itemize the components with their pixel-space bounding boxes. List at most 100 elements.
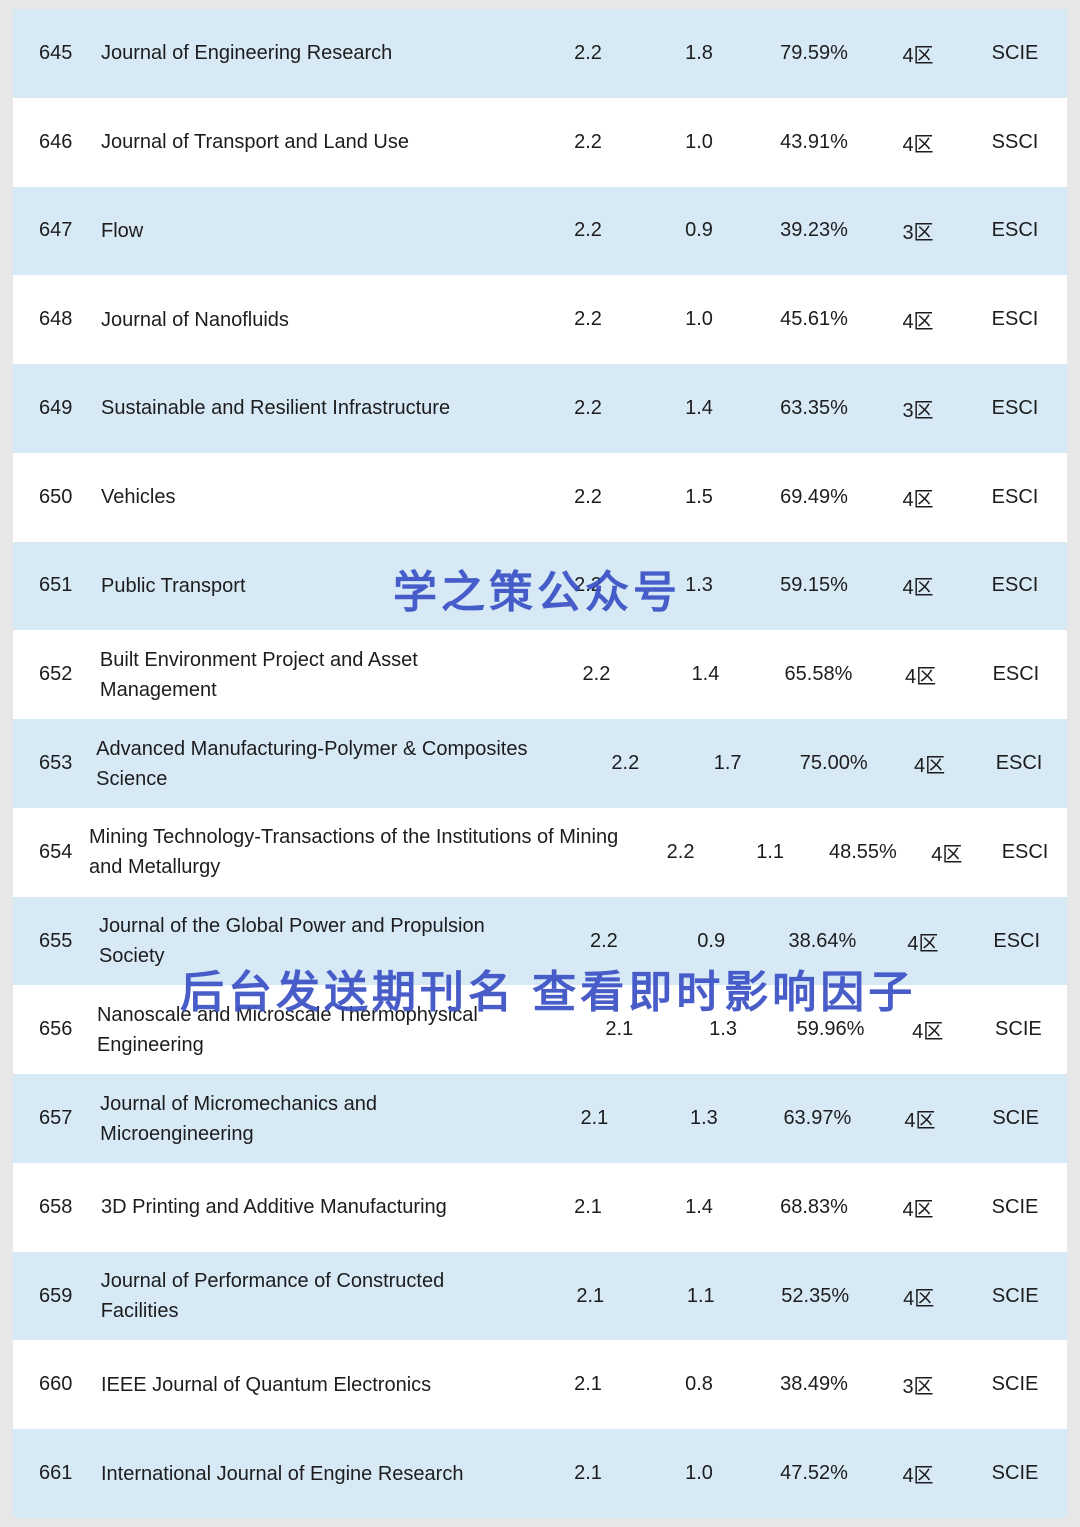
rank-cell: 651 [39, 574, 73, 597]
journal-name-cell: Built Environment Project and Asset Mana… [99, 648, 418, 701]
impact-factor-cell: 2.2 [666, 840, 695, 863]
impact-factor-cell: 2.2 [582, 663, 611, 686]
table-row: 659 Journal of Performance of Constructe… [13, 1251, 1067, 1341]
percentile-cell: 65.58% [784, 663, 853, 686]
metric2-cell: 1.5 [685, 485, 713, 508]
rank-cell: 652 [39, 663, 73, 686]
journal-name-cell: Journal of Micromechanics and Microengin… [100, 1092, 377, 1145]
partition-cell: 4区 [902, 133, 934, 156]
table-row: 651 Public Transport 2.2 1.3 59.15% 4区 E… [13, 541, 1067, 631]
rank-cell: 659 [39, 1284, 73, 1307]
partition-cell: 4区 [914, 755, 946, 777]
impact-factor-cell: 2.1 [580, 1107, 609, 1130]
impact-factor-cell: 2.2 [574, 574, 602, 597]
impact-factor-cell: 2.1 [605, 1018, 634, 1041]
index-cell: ESCI [1001, 840, 1049, 863]
index-cell: ESCI [992, 663, 1040, 686]
metric2-cell: 1.3 [690, 1107, 718, 1130]
index-cell: ESCI [991, 219, 1039, 242]
index-cell: ESCI [991, 308, 1039, 331]
index-cell: SCIE [991, 1373, 1039, 1396]
journal-table: 645 Journal of Engineering Research 2.2 … [13, 9, 1067, 1519]
table-row: 645 Journal of Engineering Research 2.2 … [13, 9, 1067, 98]
index-cell: ESCI [993, 929, 1041, 952]
partition-cell: 4区 [902, 44, 934, 67]
partition-cell: 4区 [902, 488, 934, 511]
impact-factor-cell: 2.1 [574, 1462, 602, 1485]
index-cell: SCIE [992, 1107, 1040, 1130]
rank-cell: 661 [39, 1462, 73, 1485]
percentile-cell: 79.59% [780, 41, 848, 64]
percentile-cell: 69.49% [780, 485, 848, 508]
rank-cell: 660 [39, 1373, 73, 1396]
table-row: 654 Mining Technology-Transactions of th… [13, 808, 1067, 897]
table-row: 650 Vehicles 2.2 1.5 69.49% 4区 ESCI [13, 453, 1067, 542]
metric2-cell: 1.1 [756, 840, 785, 863]
metric2-cell: 0.9 [697, 929, 726, 952]
rank-cell: 645 [39, 41, 73, 64]
journal-name-cell: Journal of the Global Power and Propulsi… [98, 915, 485, 968]
metric2-cell: 0.9 [685, 219, 713, 242]
impact-factor-cell: 2.1 [574, 1373, 602, 1396]
journal-name-cell: 3D Printing and Additive Manufacturing [101, 1196, 447, 1219]
table-row: 655 Journal of the Global Power and Prop… [13, 896, 1067, 986]
partition-cell: 4区 [902, 1465, 934, 1488]
index-cell: SCIE [991, 1284, 1039, 1307]
table-row: 649 Sustainable and Resilient Infrastruc… [13, 364, 1067, 453]
metric2-cell: 1.0 [685, 308, 713, 331]
metric2-cell: 1.4 [691, 663, 720, 686]
impact-factor-cell: 2.2 [574, 396, 602, 419]
partition-cell: 3区 [902, 1376, 934, 1399]
metric2-cell: 1.8 [685, 41, 713, 64]
percentile-cell: 45.61% [780, 308, 848, 331]
journal-name-cell: IEEE Journal of Quantum Electronics [101, 1373, 432, 1396]
journal-name-cell: Journal of Nanofluids [101, 308, 289, 331]
journal-name-cell: International Journal of Engine Research [101, 1462, 464, 1485]
journal-name-cell: Public Transport [101, 574, 246, 597]
rank-cell: 646 [39, 130, 73, 153]
table-row: 657 Journal of Micromechanics and Microe… [13, 1074, 1067, 1163]
index-cell: ESCI [991, 396, 1039, 419]
partition-cell: 4区 [904, 1110, 936, 1133]
partition-cell: 3区 [902, 222, 934, 245]
table-row: 647 Flow 2.2 0.9 39.23% 3区 ESCI [13, 186, 1067, 276]
percentile-cell: 48.55% [828, 840, 897, 863]
index-cell: SCIE [991, 1195, 1039, 1218]
index-cell: SCIE [991, 41, 1039, 64]
impact-factor-cell: 2.1 [576, 1284, 605, 1307]
metric2-cell: 0.8 [685, 1373, 713, 1396]
table-row: 646 Journal of Transport and Land Use 2.… [13, 98, 1067, 187]
journal-name-cell: Journal of Transport and Land Use [101, 131, 409, 154]
impact-factor-cell: 2.1 [574, 1195, 602, 1218]
rank-cell: 650 [39, 485, 73, 508]
percentile-cell: 43.91% [780, 130, 848, 153]
percentile-cell: 38.49% [780, 1373, 848, 1396]
table-row: 653 Advanced Manufacturing-Polymer & Com… [13, 719, 1067, 808]
metric2-cell: 1.1 [686, 1284, 715, 1307]
journal-name-cell: Advanced Manufacturing-Polymer & Composi… [96, 737, 528, 790]
percentile-cell: 75.00% [799, 752, 868, 774]
table-row: 661 International Journal of Engine Rese… [13, 1429, 1067, 1519]
metric2-cell: 1.4 [685, 396, 713, 419]
rank-cell: 647 [39, 219, 73, 242]
journal-name-cell: Mining Technology-Transactions of the In… [89, 826, 619, 879]
index-cell: SSCI [991, 130, 1039, 153]
table-row: 652 Built Environment Project and Asset … [13, 630, 1067, 719]
percentile-cell: 63.97% [783, 1107, 852, 1130]
partition-cell: 4区 [903, 1287, 935, 1310]
percentile-cell: 47.52% [780, 1462, 848, 1485]
impact-factor-cell: 2.2 [574, 130, 602, 153]
impact-factor-cell: 2.2 [574, 41, 602, 64]
percentile-cell: 39.23% [780, 219, 848, 242]
partition-cell: 4区 [912, 1021, 944, 1044]
partition-cell: 4区 [931, 843, 963, 866]
table-row: 656 Nanoscale and Microscale Thermophysi… [13, 985, 1067, 1074]
percentile-cell: 59.15% [780, 574, 848, 597]
table-row: 660 IEEE Journal of Quantum Electronics … [13, 1340, 1067, 1429]
index-cell: SCIE [991, 1462, 1039, 1485]
rank-cell: 654 [39, 840, 73, 863]
partition-cell: 4区 [902, 577, 934, 600]
partition-cell: 4区 [905, 666, 937, 689]
rank-cell: 656 [39, 1018, 73, 1041]
